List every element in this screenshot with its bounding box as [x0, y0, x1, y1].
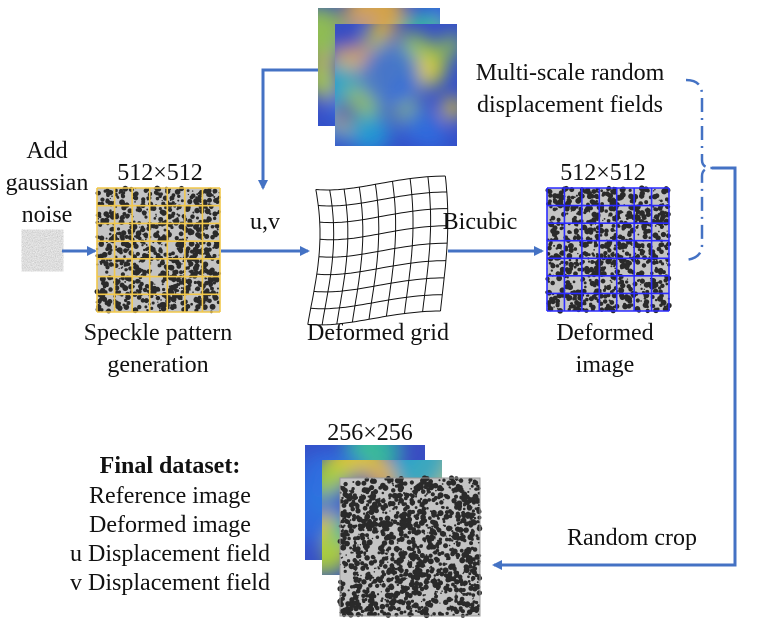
final-dataset-title: Final dataset:: [100, 453, 241, 479]
final-item-2: Deformed image: [89, 512, 251, 538]
deformed-caption-1: Deformed: [556, 320, 653, 346]
speckle-size-label: 512×512: [117, 160, 203, 186]
fields-caption-1: Multi-scale random: [476, 60, 665, 86]
deformed-caption-2: image: [576, 352, 635, 378]
deformed-grid-caption: Deformed grid: [307, 320, 449, 346]
noise-label-3: noise: [22, 202, 73, 228]
fields-caption-2: displacement fields: [477, 92, 663, 118]
speckle-caption-2: generation: [107, 352, 208, 378]
speckle-pattern-image: [94, 185, 222, 314]
noise-label-2: gaussian: [6, 170, 89, 196]
deformed-grid-image: [307, 175, 449, 326]
crop-size-label: 256×256: [327, 420, 413, 446]
displacement-field-front: [335, 24, 457, 146]
noise-block: Add gaussian noise: [6, 138, 89, 268]
uv-label: u,v: [250, 209, 280, 235]
final-item-3: u Displacement field: [70, 541, 270, 567]
bicubic-label: Bicubic: [443, 209, 518, 235]
final-item-1: Reference image: [89, 483, 251, 509]
speckle-caption-1: Speckle pattern: [84, 320, 233, 346]
deformed-size-label: 512×512: [560, 160, 646, 186]
crop-speckle-image: [337, 475, 483, 619]
grouping-brace: [685, 78, 713, 262]
final-item-4: v Displacement field: [70, 570, 270, 596]
deformed-image: [545, 185, 672, 314]
arrow-to-random-crop: [492, 166, 737, 570]
gaussian-noise-image: [25, 233, 60, 268]
arrow-fields-to-grid: [258, 68, 318, 190]
random-crop-label: Random crop: [567, 525, 697, 551]
noise-label-1: Add: [26, 138, 67, 164]
